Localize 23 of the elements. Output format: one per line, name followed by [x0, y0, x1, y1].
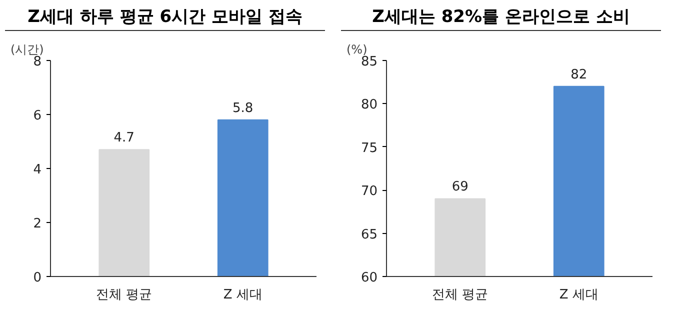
y-tick-label: 4	[33, 162, 42, 178]
x-tick-label: 전체 평균	[432, 288, 488, 302]
y-tick-label: 80	[360, 98, 378, 113]
data-label: 4.7	[114, 130, 134, 146]
y-axis-title: (%)	[346, 42, 368, 56]
y-tick-label: 2	[33, 216, 42, 232]
y-tick-label: 6	[33, 108, 42, 124]
y-axis-title: (시간)	[10, 42, 44, 56]
y-tick-label: 75	[360, 140, 378, 156]
y-tick-label: 8	[33, 54, 42, 70]
y-tick-label: 85	[360, 54, 378, 70]
chart-title: Z세대는 82%를 온라인으로 소비	[372, 6, 630, 29]
x-tick-label: Z 세대	[559, 288, 598, 302]
y-tick-label: 60	[360, 270, 378, 286]
y-tick-label: 70	[360, 184, 378, 200]
y-tick-label: 65	[360, 227, 378, 242]
data-label: 5.8	[232, 100, 254, 116]
x-tick-label: 전체 평균	[96, 288, 152, 302]
chart-title: Z세대 하루 평균 6시간 모바일 접속	[28, 6, 302, 29]
x-tick-label: Z 세대	[223, 288, 262, 302]
data-label: 69	[452, 180, 468, 195]
data-label: 82	[570, 67, 588, 82]
y-tick-label: 0	[33, 270, 42, 286]
